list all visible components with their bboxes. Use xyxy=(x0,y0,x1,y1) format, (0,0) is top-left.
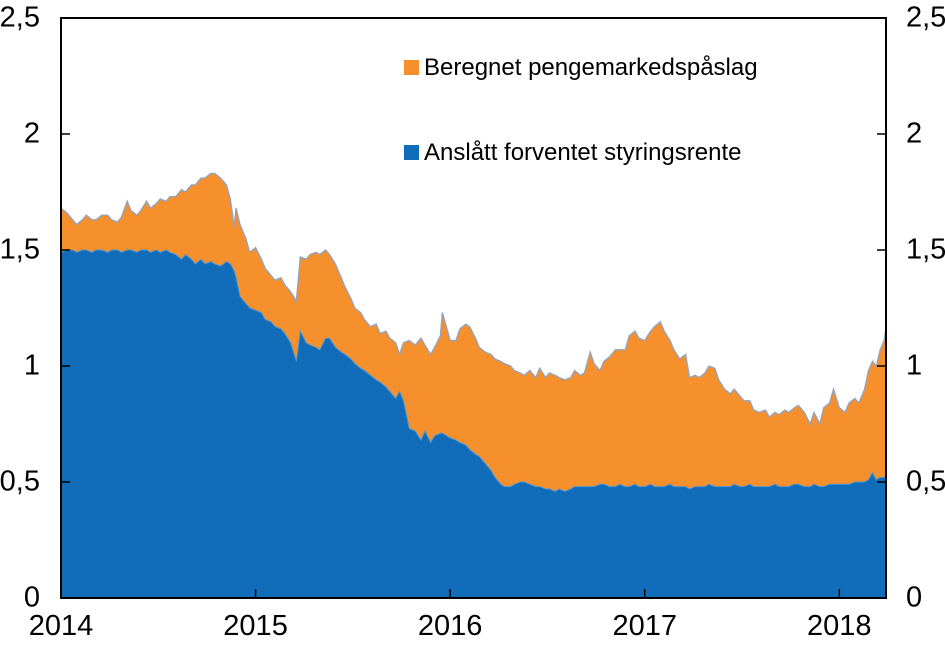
x-axis-label: 2017 xyxy=(612,610,677,642)
y-axis-label-right: 1,5 xyxy=(906,233,945,266)
legend-item-policy-rate: Anslått forventet styringsrente xyxy=(404,140,741,165)
premium-area xyxy=(61,173,886,492)
y-axis-label-right: 2,5 xyxy=(906,1,945,34)
plot-border xyxy=(60,17,887,599)
legend-label-policy-rate: Anslått forventet styringsrente xyxy=(424,139,742,166)
x-axis-label: 2015 xyxy=(223,610,288,642)
legend-label-premium: Beregnet pengemarkedspåslag xyxy=(424,54,758,81)
y-axis-label-left: 2 xyxy=(23,117,40,150)
money-market-rate-line xyxy=(60,172,887,427)
y-axis-label-right: 1 xyxy=(906,349,923,382)
y-axis-label-left: 0 xyxy=(23,581,40,614)
x-axis-label: 2016 xyxy=(417,610,483,642)
y-axis-label-right: 0 xyxy=(906,581,923,614)
y-axis-label-right: 2 xyxy=(906,117,923,150)
x-axis-label: 2018 xyxy=(807,610,872,642)
legend-item-premium: Beregnet pengemarkedspåslag xyxy=(404,55,758,80)
y-axis-label-left: 0,5 xyxy=(0,465,40,498)
y-axis-label-left: 1,5 xyxy=(0,233,40,266)
y-axis-label-left: 1 xyxy=(23,349,40,382)
axis-ticks xyxy=(61,133,886,598)
legend-swatch-premium xyxy=(404,60,419,75)
x-axis-label: 2014 xyxy=(28,610,94,642)
y-axis-label-left: 2,5 xyxy=(0,1,40,34)
policy-rate-top-line xyxy=(60,249,886,492)
policy-rate-area xyxy=(61,250,886,598)
y-axis-label-right: 0,5 xyxy=(906,465,945,498)
legend-swatch-policy-rate xyxy=(404,145,419,160)
